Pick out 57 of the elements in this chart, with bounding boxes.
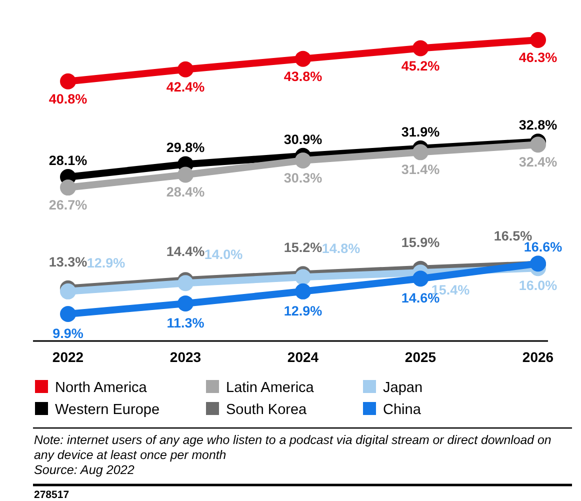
legend-label: North America bbox=[55, 380, 148, 396]
data-label: 9.9% bbox=[52, 326, 84, 341]
data-label: 28.1% bbox=[48, 153, 88, 168]
legend-label: China bbox=[383, 402, 422, 418]
legend-label: Latin America bbox=[226, 380, 315, 396]
point bbox=[412, 144, 428, 160]
point bbox=[178, 295, 194, 312]
source-note: Source: Aug 2022 bbox=[34, 463, 134, 477]
point bbox=[295, 269, 311, 286]
point bbox=[530, 32, 546, 48]
data-label: 32.8% bbox=[518, 118, 558, 133]
data-label: 14.0% bbox=[204, 247, 243, 262]
x-tick-label: 2024 bbox=[287, 349, 319, 365]
data-label: 14.4% bbox=[166, 244, 205, 260]
point bbox=[295, 50, 311, 67]
data-label: 12.9% bbox=[284, 303, 322, 318]
point bbox=[60, 306, 76, 322]
data-label: 40.8% bbox=[48, 91, 88, 106]
data-label: 29.8% bbox=[166, 140, 205, 156]
x-tick-label: 2026 bbox=[522, 349, 554, 365]
point bbox=[60, 283, 76, 300]
data-label: 11.3% bbox=[166, 315, 204, 330]
legend-label: Japan bbox=[383, 380, 423, 396]
point bbox=[60, 73, 76, 90]
data-label: 28.4% bbox=[166, 184, 205, 200]
point bbox=[295, 152, 311, 168]
data-label: 30.9% bbox=[284, 132, 322, 147]
data-label: 42.4% bbox=[166, 79, 205, 94]
point bbox=[178, 275, 194, 292]
point bbox=[295, 283, 311, 300]
point bbox=[178, 61, 194, 78]
legend-label: South Korea bbox=[226, 402, 308, 418]
x-tick-label: 2022 bbox=[52, 349, 84, 365]
text: Note: internet users of any age who listen to a podcast via digital stream or direct download on any device at least once per month bbox=[34, 433, 552, 462]
point bbox=[530, 136, 546, 153]
data-label: 32.4% bbox=[518, 154, 558, 170]
point bbox=[178, 166, 194, 183]
data-label: 30.3% bbox=[284, 170, 322, 186]
data-label: 31.4% bbox=[401, 162, 440, 178]
data-label: 15.9% bbox=[401, 234, 440, 250]
x-tick-label: 2025 bbox=[404, 349, 436, 365]
data-label: 46.3% bbox=[518, 50, 558, 65]
point bbox=[60, 180, 76, 196]
data-label: 16.0% bbox=[518, 278, 558, 294]
point bbox=[412, 40, 428, 56]
data-label: 14.8% bbox=[322, 241, 360, 256]
data-label: 13.3% bbox=[48, 254, 88, 270]
data-label: 15.2% bbox=[284, 240, 322, 256]
data-label: 45.2% bbox=[401, 58, 440, 74]
legend-label: Western Europe bbox=[55, 402, 160, 418]
data-label: 31.9% bbox=[401, 124, 440, 140]
text: 278517 bbox=[34, 489, 70, 501]
data-label: 12.9% bbox=[86, 255, 126, 270]
data-label: 43.8% bbox=[284, 68, 322, 84]
data-label: 26.7% bbox=[48, 198, 88, 213]
x-tick-label: 2023 bbox=[170, 349, 202, 365]
point bbox=[412, 270, 428, 287]
